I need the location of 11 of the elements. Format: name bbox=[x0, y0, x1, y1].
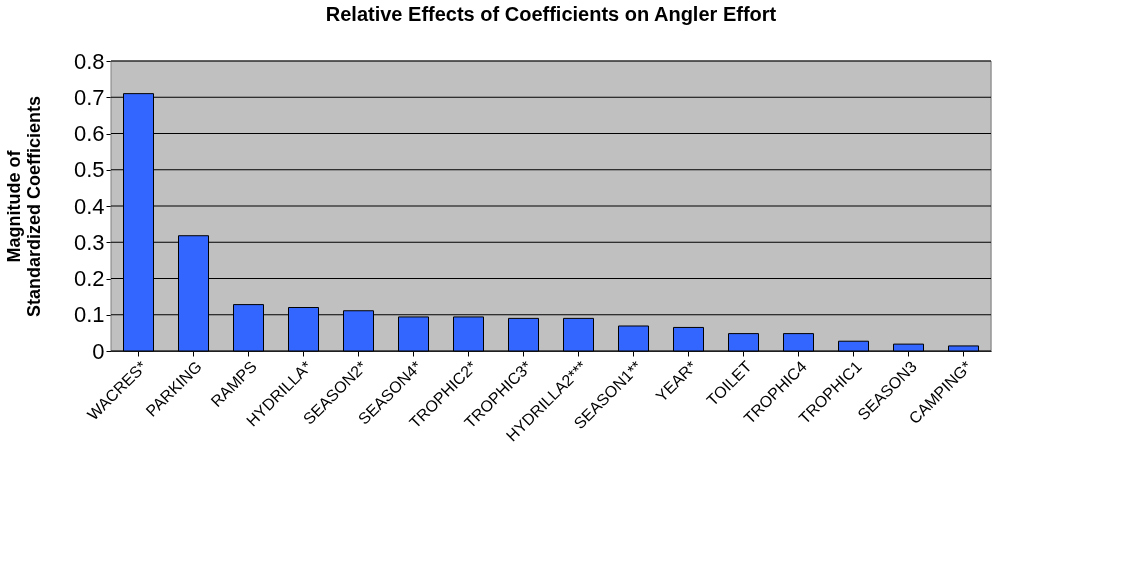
y-tick-label: 0.3 bbox=[73, 229, 105, 255]
y-tick-label: 0.4 bbox=[73, 193, 105, 219]
y-tick-label: 0.6 bbox=[73, 121, 105, 146]
y-axis-title: Magnitude of Standardized Coefficients bbox=[3, 95, 44, 318]
y-tick-label: 0.2 bbox=[73, 266, 105, 291]
y-tick-label: 0 bbox=[92, 338, 105, 364]
chart-title: Relative Effects of Coefficients on Angler Effort bbox=[325, 3, 777, 25]
y-tick-label: 0.5 bbox=[73, 157, 105, 183]
y-tick-label: 0.7 bbox=[73, 84, 105, 110]
y-tick-label: 0.1 bbox=[73, 302, 105, 328]
y-tick-label: 0.8 bbox=[73, 48, 105, 74]
